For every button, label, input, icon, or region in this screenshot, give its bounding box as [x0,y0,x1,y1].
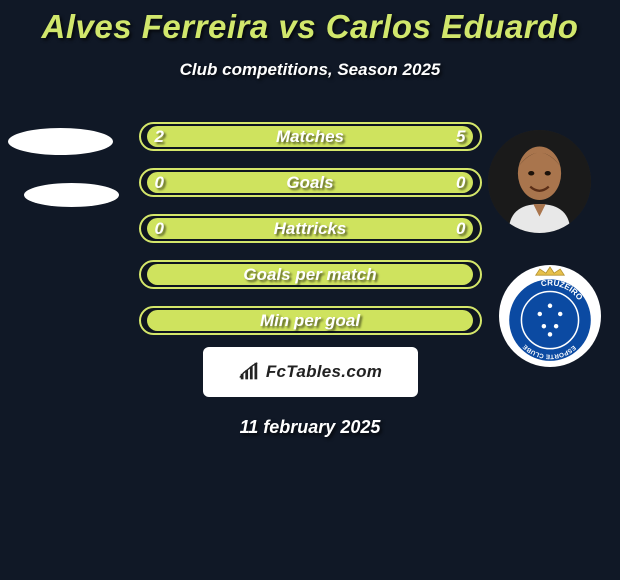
left-placeholder-top [8,128,113,155]
stat-row-goals: 0 0 Goals [139,168,482,197]
left-placeholder-bottom [24,183,119,207]
club-badge-right: CRUZEIRO ESPORTE CLUBE [499,265,601,367]
stat-bars: 2 5 Matches 0 0 Goals 0 0 Hattricks Goals per mat… [139,122,482,335]
attribution-box: FcTables.com [203,347,418,397]
stat-row-min-per-goal: Min per goal [139,306,482,335]
stat-label-hattricks: Hattricks [274,219,347,239]
stat-right-goals: 0 [456,173,465,193]
stat-left-goals: 0 [155,173,164,193]
bar-chart-icon [238,361,260,383]
generated-date: 11 february 2025 [0,417,620,438]
comparison-subtitle: Club competitions, Season 2025 [0,60,620,80]
stat-row-matches: 2 5 Matches [139,122,482,151]
comparison-title: Alves Ferreira vs Carlos Eduardo [0,0,620,46]
stat-left-matches: 2 [155,127,164,147]
stat-label-goals-per-match: Goals per match [243,265,376,285]
stat-label-goals: Goals [286,173,333,193]
attribution-text: FcTables.com [266,362,382,382]
comparison-zone: CRUZEIRO ESPORTE CLUBE 25Matches00Goals0… [0,122,620,335]
stat-right-hattricks: 0 [456,219,465,239]
stat-right-matches: 5 [456,127,465,147]
stat-label-matches: Matches [276,127,344,147]
stat-row-goals-per-match: Goals per match [139,260,482,289]
stat-left-hattricks: 0 [155,219,164,239]
stat-row-hattricks: 0 0 Hattricks [139,214,482,243]
player-avatar-right [488,130,591,233]
stat-label-min-per-goal: Min per goal [260,311,360,331]
